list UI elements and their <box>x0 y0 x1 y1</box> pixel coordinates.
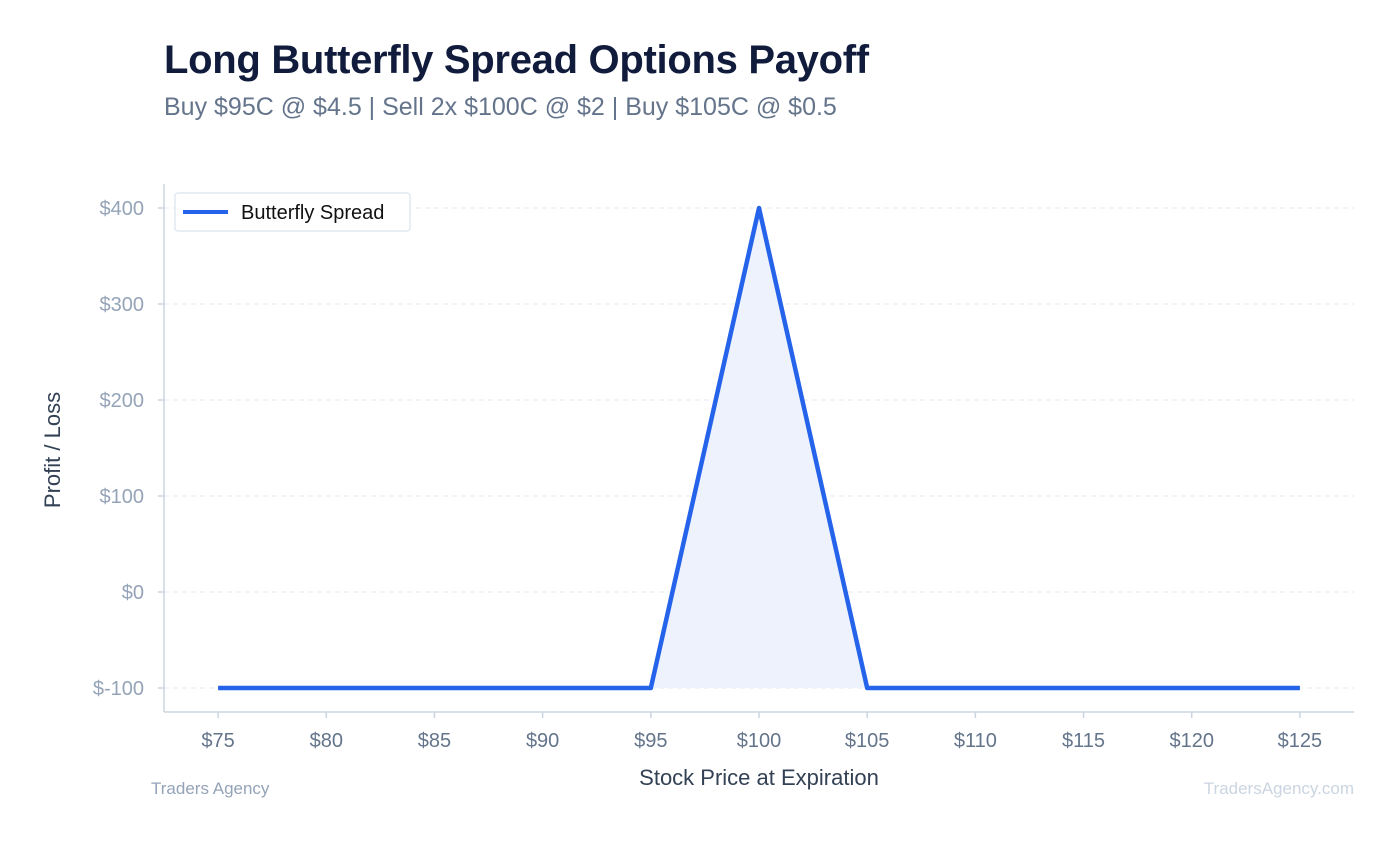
x-tick-label: $100 <box>737 730 782 752</box>
footer-website: TradersAgency.com <box>1203 779 1354 798</box>
x-tick-label: $85 <box>418 730 451 752</box>
y-tick-label: $100 <box>100 486 145 508</box>
x-tick-label: $80 <box>310 730 343 752</box>
legend-box <box>174 192 411 232</box>
legend: Butterfly Spread <box>174 192 411 232</box>
y-tick-label: $-100 <box>93 678 144 700</box>
x-tick-label: $115 <box>1062 730 1105 752</box>
y-axis-title: Profit / Loss <box>40 392 65 508</box>
x-tick-label: $75 <box>201 730 234 752</box>
y-tick-labels: $-100 $0 $100 $200 $300 $400 <box>93 198 164 700</box>
profit-fill-area <box>218 208 1300 688</box>
x-tick-label: $90 <box>526 730 559 752</box>
y-tick-label: $400 <box>100 198 145 220</box>
x-axis-title: Stock Price at Expiration <box>639 765 879 790</box>
footer-brand: Traders Agency <box>151 779 270 798</box>
y-tick-label: $0 <box>122 582 144 604</box>
x-tick-labels: $75 $80 $85 $90 $95 $100 $105 $110 $115 $120 $125 <box>201 712 1322 752</box>
chart-subtitle: Buy $95C @ $4.5 | Sell 2x $100C @ $2 | B… <box>164 93 837 121</box>
y-tick-label: $200 <box>100 390 145 412</box>
x-tick-label: $120 <box>1169 730 1214 752</box>
x-tick-label: $95 <box>634 730 667 752</box>
x-tick-label: $110 <box>954 730 997 752</box>
x-tick-label: $125 <box>1278 730 1323 752</box>
y-tick-label: $300 <box>100 294 145 316</box>
legend-label: Butterfly Spread <box>241 202 384 224</box>
series-line-butterfly-spread <box>218 205 1300 691</box>
x-tick-label: $105 <box>845 730 890 752</box>
chart-title: Long Butterfly Spread Options Payoff <box>164 38 869 82</box>
